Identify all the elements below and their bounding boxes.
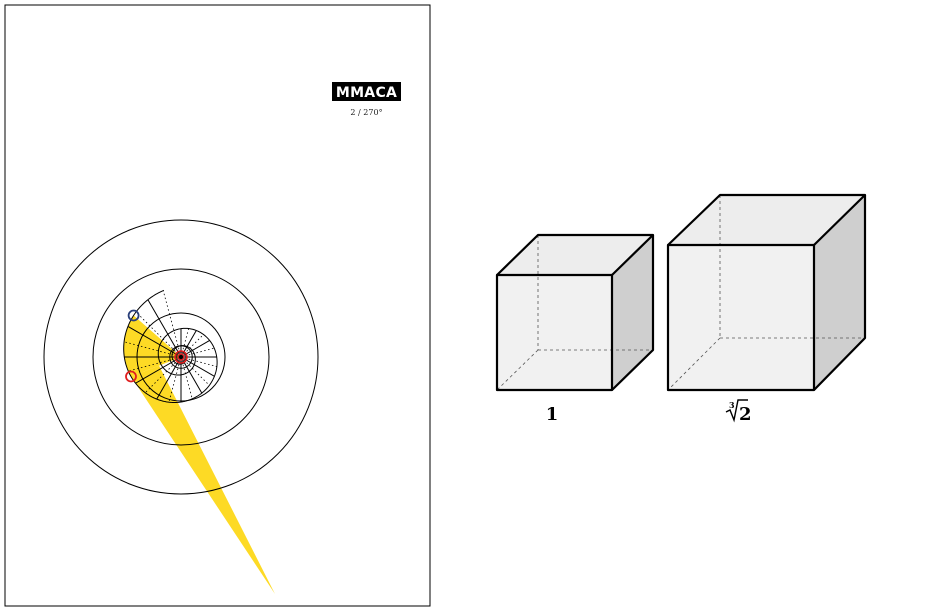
unit-cube [495,233,655,392]
solid-ray [147,299,182,358]
badge-background [332,82,401,101]
guide-circles [43,219,319,495]
figure-subtitle: 2 / 270° [350,108,382,117]
dotted-ray [123,341,182,358]
end-point-marker [127,309,140,322]
dotted-ray [180,347,215,358]
dotted-ray [135,311,182,358]
start-point-marker [125,370,137,383]
highlighted-square [131,315,275,594]
spiral-outline [123,289,218,403]
dotted-ray [180,356,210,386]
doubled-cube [666,193,867,392]
radical-sign [725,399,748,423]
cube-root-index: 3 [729,400,735,410]
highlighted-sector [123,315,181,377]
unit-cube-label: 1 [546,404,559,425]
brand-badge: MMACA [332,82,401,101]
spiral-figure [43,219,319,594]
dotted-ray [162,290,182,358]
dotted-ray [180,328,190,358]
guide-circle [92,268,270,446]
center-marker [174,350,188,364]
dotted-ray [180,356,193,399]
badge-label: MMACA [336,85,397,101]
guide-circle [43,219,319,495]
solid-ray [127,325,182,358]
solid-ray [180,330,197,358]
cube-root-radicand: 2 [739,404,752,425]
doubled-cube-label: 3 2 [725,399,752,425]
